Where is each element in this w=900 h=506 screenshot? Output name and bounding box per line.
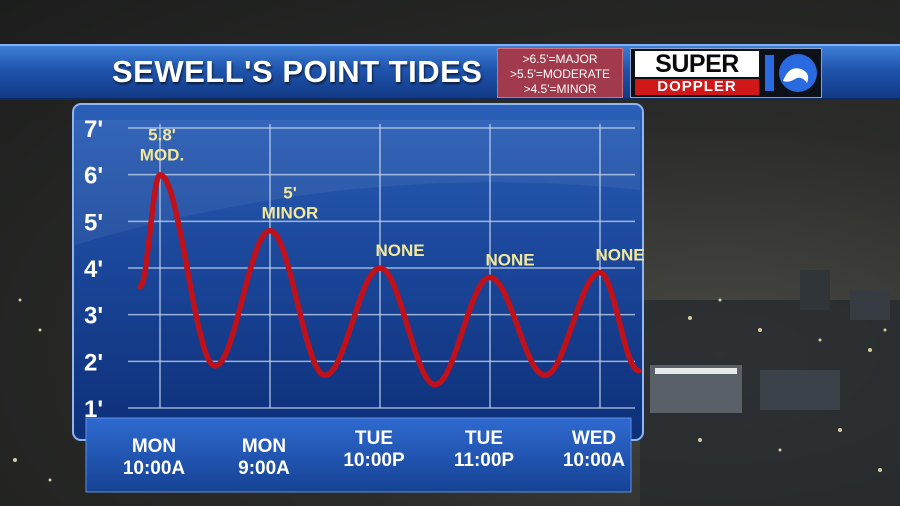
super-doppler-10-logo: SUPER DOPPLER	[630, 48, 822, 98]
x-tick-label: MON	[132, 436, 176, 457]
logo-super-text: SUPER	[635, 51, 759, 77]
y-tick-label: 4'	[84, 256, 103, 283]
flood-threshold-legend: >6.5'=MAJOR >5.5'=MODERATE >4.5'=MINOR	[497, 48, 623, 98]
x-axis-strip	[85, 417, 632, 493]
peak-annotation: NONE	[375, 241, 424, 260]
chart-title: SEWELL'S POINT TIDES	[112, 54, 483, 89]
y-tick-label: 1'	[84, 396, 103, 423]
x-tick-label: 11:00P	[454, 450, 515, 471]
y-tick-label: 5'	[84, 209, 103, 236]
peak-annotation: MINOR	[262, 204, 319, 223]
panel-sheen	[75, 120, 640, 245]
y-tick-label: 3'	[84, 303, 103, 330]
peak-annotation: MOD.	[140, 146, 184, 165]
y-tick-label: 2'	[84, 349, 103, 376]
x-tick-label: MON	[242, 436, 286, 457]
x-tick-label: 10:00P	[343, 450, 405, 471]
x-tick-label: 10:00A	[123, 458, 186, 479]
legend-major: >6.5'=MAJOR	[522, 52, 598, 66]
x-tick-label: 9:00A	[238, 458, 290, 479]
x-tick-label: TUE	[355, 428, 393, 449]
x-tick-label: WED	[572, 428, 616, 449]
x-tick-label: 10:00A	[563, 450, 626, 471]
peak-annotation: 5'	[283, 184, 297, 203]
legend-moderate: >5.5'=MODERATE	[509, 67, 611, 81]
peak-annotation: NONE	[595, 246, 644, 265]
logo-doppler-text: DOPPLER	[635, 79, 759, 95]
peak-annotation: 5.8'	[148, 126, 176, 145]
tide-curve	[137, 171, 642, 388]
legend-minor: >4.5'=MINOR	[523, 82, 597, 96]
y-tick-label: 6'	[84, 163, 103, 190]
logo-ten-icon	[765, 54, 817, 92]
x-tick-label: TUE	[465, 428, 503, 449]
y-tick-label: 7'	[84, 116, 103, 143]
peak-annotation: NONE	[485, 250, 534, 269]
